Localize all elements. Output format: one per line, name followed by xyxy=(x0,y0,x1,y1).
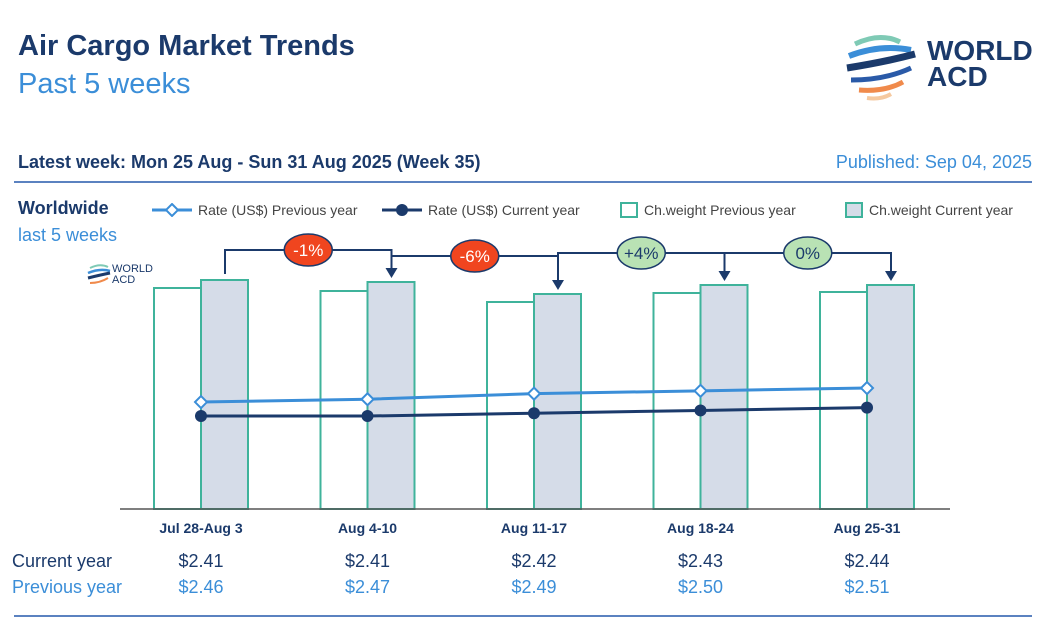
bar-weight-previous xyxy=(652,292,702,510)
previous-rate-value: $2.50 xyxy=(677,577,724,597)
point-rate-current xyxy=(361,410,374,423)
legend-label: Ch.weight Previous year xyxy=(644,202,796,218)
change-label: -6% xyxy=(460,247,490,266)
current-rate-value: $2.42 xyxy=(511,551,557,571)
bar-weight-previous xyxy=(819,291,868,510)
change-badge xyxy=(450,239,500,273)
point-rate-previous xyxy=(193,394,209,410)
change-label: +4% xyxy=(624,244,659,263)
current-rate-value: $2.41 xyxy=(344,551,391,571)
bar-weight-current xyxy=(200,279,249,510)
legend-weight-prev: Ch.weight Previous year xyxy=(620,202,796,218)
bar-weight-current xyxy=(866,284,915,510)
point-rate-current xyxy=(694,404,707,417)
bar-weight-current xyxy=(366,281,416,510)
point-rate-previous xyxy=(360,391,375,407)
latest-week: Latest week: Mon 25 Aug - Sun 31 Aug 202… xyxy=(18,152,481,172)
bar-weight-previous xyxy=(486,301,535,510)
divider xyxy=(14,615,1032,617)
globe-logo-icon xyxy=(87,264,111,284)
change-label: -1% xyxy=(293,241,323,260)
legend-label: Rate (US$) Current year xyxy=(428,202,580,218)
x-tick-label: Jul 28-Aug 3 xyxy=(159,520,242,536)
change-badge xyxy=(783,236,833,270)
published-date: Published: Sep 04, 2025 xyxy=(835,152,1032,172)
world-acd-logo: WORLD ACD xyxy=(845,32,1035,102)
previous-rate-value: $2.51 xyxy=(844,577,890,597)
point-rate-current xyxy=(528,407,540,420)
point-rate-previous xyxy=(859,380,875,396)
current-rate-value: $2.44 xyxy=(844,551,890,571)
page-title: Air Cargo Market Trends xyxy=(18,30,355,62)
change-badge xyxy=(616,236,666,270)
legend-label: Ch.weight Current year xyxy=(869,202,1013,218)
previous-rate-value: $2.46 xyxy=(178,577,224,597)
point-rate-current xyxy=(861,401,873,414)
x-tick-label: Aug 25-31 xyxy=(834,520,901,536)
logo-text: WORLD ACD xyxy=(927,35,1033,92)
region-label: Worldwide xyxy=(18,198,109,218)
legend-label: Rate (US$) Previous year xyxy=(198,202,358,218)
x-tick-label: Aug 4-10 xyxy=(338,520,397,536)
change-badge xyxy=(283,233,333,267)
point-rate-previous xyxy=(526,386,542,402)
bar-weight-current xyxy=(699,284,749,510)
legend-weight-cur: Ch.weight Current year xyxy=(845,202,1013,218)
x-tick-label: Aug 18-24 xyxy=(667,520,734,536)
previous-rate-value: $2.47 xyxy=(344,577,391,597)
arrow-down-icon xyxy=(885,271,897,281)
point-rate-previous xyxy=(693,383,708,399)
small-logo: WORLD ACD xyxy=(86,262,153,295)
x-tick-label: Aug 11-17 xyxy=(501,520,567,536)
current-rate-value: $2.43 xyxy=(677,551,724,571)
divider xyxy=(14,181,1032,183)
period-label: last 5 weeks xyxy=(18,225,118,245)
bar-weight-previous xyxy=(153,287,202,510)
line-diamond-icon xyxy=(152,203,192,217)
current-rate-value: $2.41 xyxy=(178,551,224,571)
bar-weight-current xyxy=(533,293,582,510)
change-label: 0% xyxy=(795,244,820,263)
current-year-label: Current year xyxy=(12,551,113,571)
page-subtitle: Past 5 weeks xyxy=(18,68,191,100)
logo-text: WORLD ACD xyxy=(112,263,153,286)
previous-year-label: Previous year xyxy=(12,577,123,597)
swatch-icon xyxy=(620,202,638,218)
line-dot-icon xyxy=(382,204,422,216)
previous-rate-value: $2.49 xyxy=(511,577,557,597)
globe-logo-icon xyxy=(846,35,916,101)
legend-rate-prev: Rate (US$) Previous year xyxy=(152,202,358,218)
legend-rate-cur: Rate (US$) Current year xyxy=(382,202,580,218)
swatch-icon xyxy=(845,202,863,218)
point-rate-current xyxy=(195,410,207,423)
